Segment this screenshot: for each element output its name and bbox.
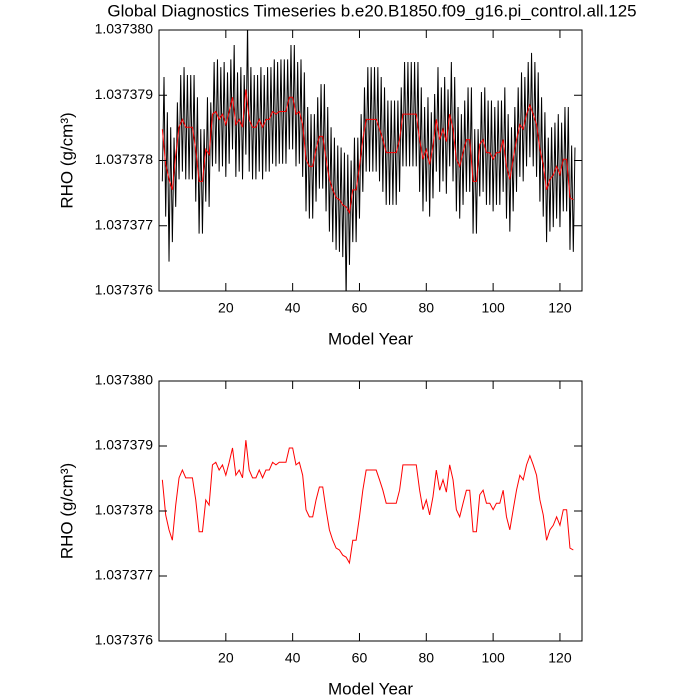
y-tick-label: 1.037377 xyxy=(95,216,154,232)
chart-title: Global Diagnostics Timeseries b.e20.B185… xyxy=(107,1,636,20)
x-tick-label: 120 xyxy=(548,650,572,666)
x-tick-label: 20 xyxy=(218,650,234,666)
x-tick-label: 100 xyxy=(481,300,505,316)
y-tick-label: 1.037378 xyxy=(95,151,154,167)
plot-area xyxy=(161,440,574,565)
x-tick-label: 40 xyxy=(285,650,301,666)
x-tick-label: 60 xyxy=(352,650,368,666)
data-line xyxy=(161,89,574,215)
x-axis-label: Model Year xyxy=(328,329,413,348)
x-tick-label: 20 xyxy=(218,300,234,316)
x-tick-label: 60 xyxy=(352,300,368,316)
x-tick-label: 80 xyxy=(419,650,435,666)
y-tick-label: 1.037379 xyxy=(95,437,154,453)
plot-frame xyxy=(158,380,583,642)
y-tick-label: 1.037379 xyxy=(95,86,154,102)
y-tick-label: 1.037380 xyxy=(95,372,154,388)
y-axis-label: RHO (g/cm³) xyxy=(57,112,76,208)
plot-area xyxy=(161,30,576,291)
x-tick-label: 100 xyxy=(481,650,505,666)
y-tick-label: 1.037376 xyxy=(95,282,154,298)
y-tick-label: 1.037380 xyxy=(95,21,154,37)
x-tick-label: 40 xyxy=(285,300,301,316)
data-line xyxy=(161,440,574,565)
x-tick-label: 80 xyxy=(419,300,435,316)
x-axis-label: Model Year xyxy=(328,679,413,698)
y-axis-label: RHO (g/cm³) xyxy=(57,463,76,559)
y-tick-label: 1.037377 xyxy=(95,567,154,583)
x-tick-label: 120 xyxy=(548,300,572,316)
y-tick-label: 1.037376 xyxy=(95,632,154,648)
y-tick-label: 1.037378 xyxy=(95,502,154,518)
